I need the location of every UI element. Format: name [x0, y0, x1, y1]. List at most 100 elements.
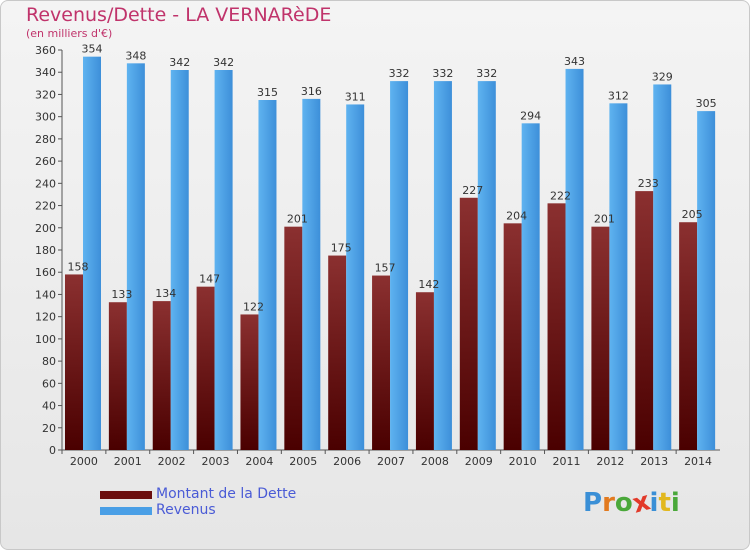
y-tick-label: 280 — [35, 133, 56, 146]
y-tick-label: 240 — [35, 177, 56, 190]
y-tick-label: 200 — [35, 222, 56, 235]
bar-dette — [591, 226, 610, 450]
y-tick-label: 160 — [35, 266, 56, 279]
bar-revenus — [346, 104, 365, 450]
data-label: 201 — [287, 213, 308, 226]
bar-dette — [152, 301, 171, 450]
y-tick-label: 300 — [35, 111, 56, 124]
y-tick-label: 120 — [35, 311, 56, 324]
y-tick-label: 100 — [35, 333, 56, 346]
data-label: 305 — [696, 97, 717, 110]
data-label: 158 — [68, 260, 89, 273]
x-tick-label: 2010 — [509, 455, 537, 468]
data-label: 147 — [199, 273, 220, 286]
x-tick-label: 2003 — [202, 455, 230, 468]
data-label: 134 — [155, 287, 176, 300]
x-tick-label: 2002 — [158, 455, 186, 468]
y-axis: 0 20 40 60 80 100 120 140 160 180 200 220 240 260 280 3… — [35, 44, 63, 457]
y-tick-label: 80 — [42, 355, 56, 368]
bar-dette — [415, 292, 434, 450]
data-label: 205 — [682, 208, 703, 221]
logo-letter: o — [614, 488, 633, 518]
data-label: 233 — [638, 177, 659, 190]
bar-dette — [328, 255, 347, 450]
y-tick-label: 180 — [35, 244, 56, 257]
bar-dette — [196, 286, 215, 450]
chart-subtitle: (en milliers d'€) — [26, 27, 113, 40]
legend-swatch-debt — [100, 491, 152, 499]
logo-letter: P — [583, 488, 603, 518]
logo-letter: i — [649, 488, 659, 518]
bar-revenus — [653, 84, 672, 450]
bar-dette — [240, 314, 259, 450]
logo-letter: i — [670, 488, 680, 518]
bar-dette — [284, 226, 303, 450]
bar-dette — [372, 275, 391, 450]
data-label: 157 — [375, 262, 396, 275]
bar-dette — [459, 197, 478, 450]
bar-revenus — [170, 70, 189, 450]
x-tick-label: 2007 — [377, 455, 405, 468]
bars — [65, 56, 716, 451]
data-label: 315 — [257, 86, 278, 99]
data-label: 201 — [594, 213, 615, 226]
data-label: 348 — [125, 49, 146, 62]
x-tick-label: 2004 — [245, 455, 273, 468]
bar-dette — [679, 222, 698, 450]
data-label: 133 — [111, 288, 132, 301]
data-label: 342 — [169, 56, 190, 69]
y-tick-label: 360 — [35, 44, 56, 57]
data-label: 294 — [520, 109, 541, 122]
x-tick-label: 2008 — [421, 455, 449, 468]
data-label: 332 — [476, 67, 497, 80]
x-tick-label: 2005 — [289, 455, 317, 468]
y-tick-label: 60 — [42, 377, 56, 390]
x-tick-label: 2012 — [596, 455, 624, 468]
proxiti-logo: Proxiti — [583, 486, 680, 519]
bar-dette — [108, 302, 127, 450]
x-tick-label: 2000 — [70, 455, 98, 468]
bar-revenus — [521, 123, 540, 450]
legend-swatch-revenus — [100, 507, 152, 515]
bar-revenus — [390, 81, 409, 450]
y-tick-label: 0 — [49, 444, 56, 457]
data-label: 332 — [432, 67, 453, 80]
x-tick-label: 2006 — [333, 455, 361, 468]
data-labels: 158 354 133 348 134 342 147 342 122 315 201 316 175 3… — [68, 43, 717, 314]
legend-label-debt: Montant de la Dette — [156, 486, 297, 502]
data-label: 311 — [345, 90, 366, 103]
x-tick-label: 2013 — [640, 455, 668, 468]
x-axis: 2000 2001 2002 2003 2004 2005 2006 2007 2008 2009… — [61, 449, 720, 468]
data-label: 332 — [389, 67, 410, 80]
y-tick-label: 40 — [42, 400, 56, 413]
bar-revenus — [126, 63, 145, 450]
data-label: 122 — [243, 300, 264, 313]
bar-revenus — [609, 103, 628, 450]
logo-letter: t — [658, 488, 671, 518]
data-label: 329 — [652, 70, 673, 83]
bar-dette — [547, 203, 566, 450]
x-tick-label: 2014 — [684, 455, 712, 468]
bar-revenus — [565, 68, 584, 450]
data-label: 312 — [608, 89, 629, 102]
x-tick-label: 2009 — [465, 455, 493, 468]
bar-dette — [65, 274, 83, 450]
data-label: 354 — [82, 43, 103, 56]
bar-revenus — [258, 100, 277, 450]
bar-revenus — [83, 56, 101, 451]
bar-revenus — [697, 111, 716, 450]
y-tick-label: 320 — [35, 88, 56, 101]
data-label: 142 — [418, 278, 439, 291]
data-label: 227 — [462, 184, 483, 197]
y-tick-label: 220 — [35, 200, 56, 213]
data-label: 222 — [550, 189, 571, 202]
bar-dette — [635, 191, 654, 450]
legend-label-revenus: Revenus — [156, 502, 216, 518]
x-tick-label: 2001 — [114, 455, 142, 468]
bar-revenus — [214, 70, 233, 450]
data-label: 316 — [301, 85, 322, 98]
data-label: 175 — [331, 242, 352, 255]
data-label: 342 — [213, 56, 234, 69]
chart-title: Revenus/Dette - LA VERNARèDE — [26, 4, 332, 26]
